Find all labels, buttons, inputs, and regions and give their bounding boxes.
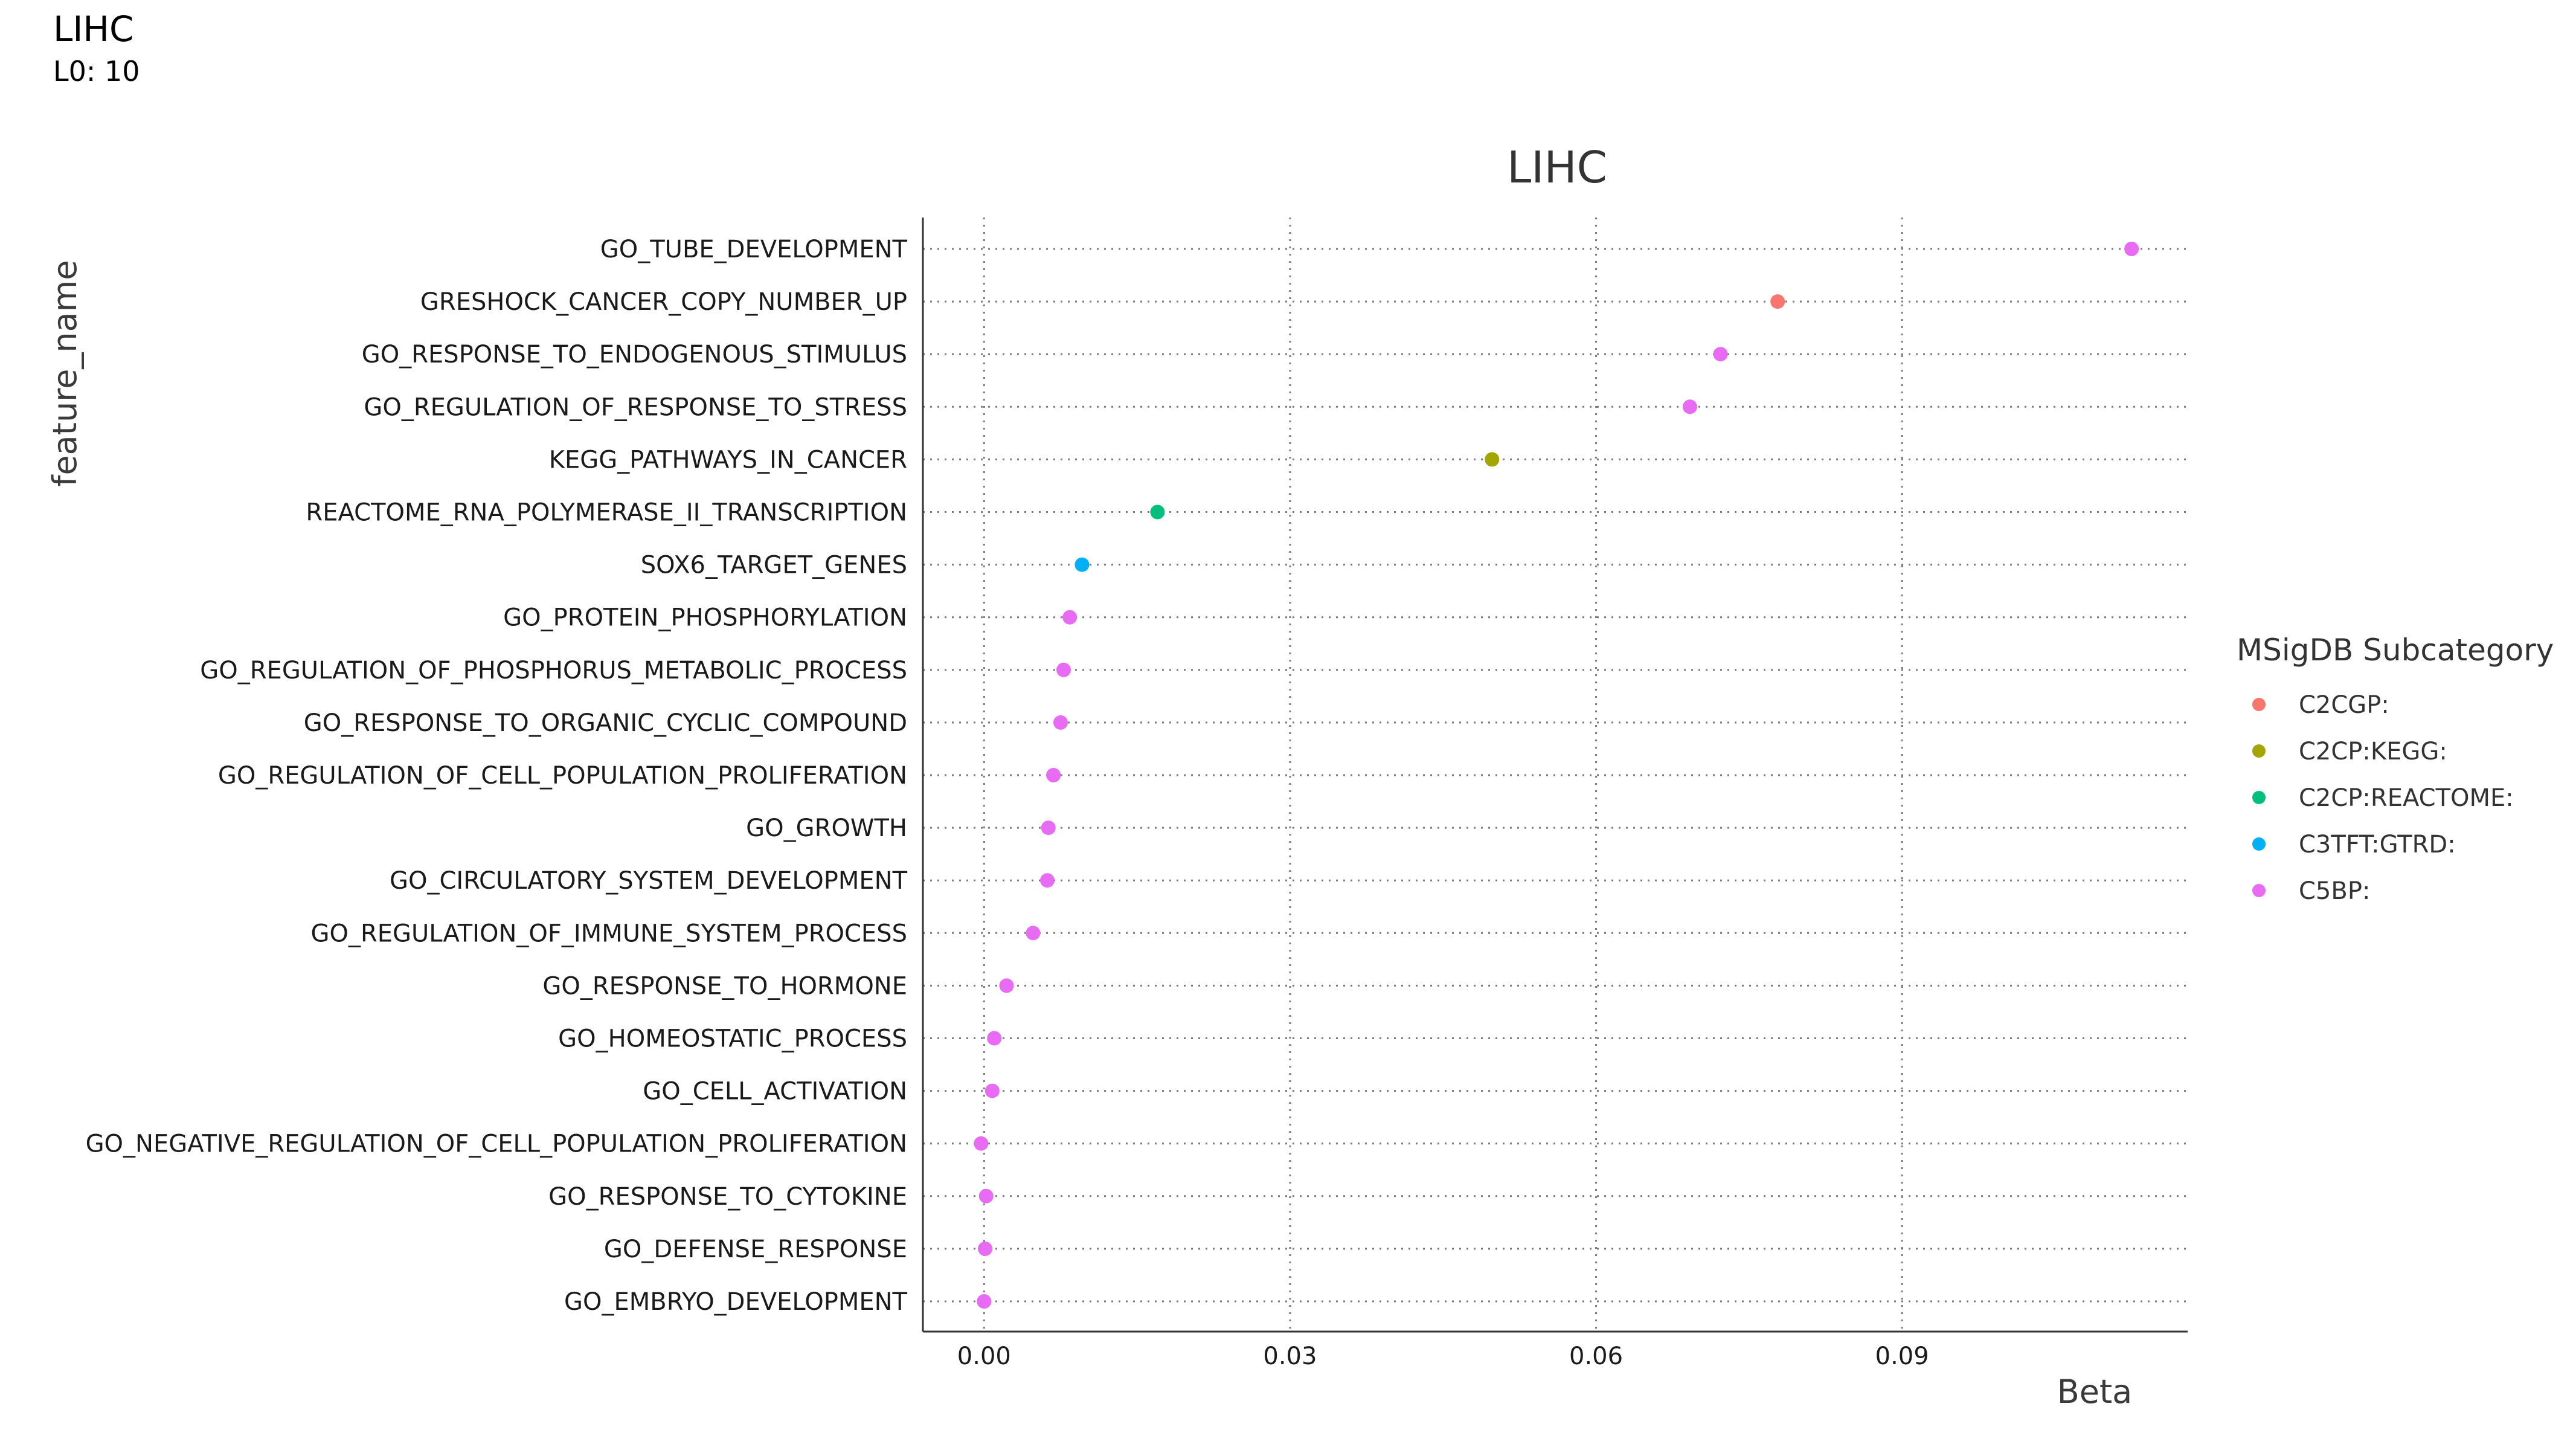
data-point bbox=[1713, 347, 1728, 362]
data-point bbox=[978, 1241, 993, 1256]
y-tick-labels: GO_TUBE_DEVELOPMENT GRESHOCK_CANCER_COPY_… bbox=[86, 236, 908, 1316]
data-points bbox=[974, 242, 2139, 1309]
x-axis-title: Beta bbox=[2057, 1373, 2133, 1411]
data-point bbox=[1046, 768, 1061, 782]
data-point bbox=[1074, 557, 1090, 572]
y-tick-label: GO_TUBE_DEVELOPMENT bbox=[600, 236, 908, 263]
data-point bbox=[1026, 926, 1041, 941]
y-tick-label: GO_RESPONSE_TO_ORGANIC_CYCLIC_COMPOUND bbox=[304, 709, 907, 737]
data-point bbox=[1062, 610, 1078, 625]
data-point bbox=[1485, 452, 1500, 467]
data-point bbox=[1056, 662, 1071, 677]
legend-key bbox=[2252, 791, 2266, 804]
axes bbox=[922, 218, 2188, 1333]
y-tick-label: GO_HOMEOSTATIC_PROCESS bbox=[558, 1025, 907, 1053]
legend: MSigDB Subcategory C2CGP: C2CP:KEGG: C2CP:… bbox=[2237, 633, 2554, 905]
grid-lines bbox=[923, 218, 2188, 1332]
y-tick-label: KEGG_PATHWAYS_IN_CANCER bbox=[549, 446, 907, 474]
y-tick-label: GO_REGULATION_OF_CELL_POPULATION_PROLIFE… bbox=[218, 762, 907, 790]
legend-key bbox=[2252, 884, 2266, 897]
y-tick-label: GO_EMBRYO_DEVELOPMENT bbox=[564, 1288, 908, 1316]
page-header: LIHC L0: 10 bbox=[53, 5, 140, 89]
y-tick-label: GO_PROTEIN_PHOSPHORYLATION bbox=[503, 604, 907, 632]
data-point bbox=[1040, 873, 1055, 888]
legend-key bbox=[2252, 837, 2266, 851]
legend-label: C3TFT:GTRD: bbox=[2299, 831, 2456, 859]
data-point bbox=[1682, 399, 1697, 414]
legend-title: MSigDB Subcategory bbox=[2237, 633, 2554, 668]
y-tick-label: GO_RESPONSE_TO_ENDOGENOUS_STIMULUS bbox=[362, 341, 907, 369]
legend-label: C5BP: bbox=[2299, 877, 2370, 905]
y-axis-title: feature_name bbox=[46, 260, 84, 486]
y-tick-label: GO_GROWTH bbox=[746, 814, 907, 842]
y-tick-label: GRESHOCK_CANCER_COPY_NUMBER_UP bbox=[420, 288, 907, 316]
y-tick-label: SOX6_TARGET_GENES bbox=[641, 552, 907, 579]
legend-label: C2CP:KEGG: bbox=[2299, 738, 2447, 765]
data-point bbox=[2124, 242, 2139, 256]
y-tick-label: GO_RESPONSE_TO_HORMONE bbox=[542, 972, 907, 1000]
y-tick-label: GO_REGULATION_OF_RESPONSE_TO_STRESS bbox=[364, 393, 907, 421]
data-point bbox=[977, 1294, 992, 1309]
legend-key bbox=[2252, 744, 2266, 758]
data-point bbox=[984, 1083, 1000, 1098]
data-point bbox=[1041, 820, 1056, 836]
y-tick-label: GO_CIRCULATORY_SYSTEM_DEVELOPMENT bbox=[390, 867, 908, 895]
x-tick-labels: 0.00 0.03 0.06 0.09 bbox=[957, 1342, 1929, 1370]
data-point bbox=[1770, 294, 1785, 309]
data-point bbox=[978, 1188, 994, 1204]
legend-label: C2CP:REACTOME: bbox=[2299, 784, 2514, 812]
x-tick-label: 0.06 bbox=[1569, 1342, 1623, 1370]
data-point bbox=[987, 1031, 1002, 1046]
chart-title: LIHC bbox=[1507, 142, 1607, 193]
page-title: LIHC bbox=[53, 8, 134, 50]
x-tick-label: 0.00 bbox=[957, 1342, 1011, 1370]
data-point bbox=[974, 1136, 989, 1151]
data-point bbox=[999, 978, 1014, 993]
data-point bbox=[1053, 715, 1068, 730]
data-point bbox=[1150, 504, 1165, 520]
x-tick-label: 0.03 bbox=[1263, 1342, 1317, 1370]
legend-label: C2CGP: bbox=[2299, 691, 2389, 719]
y-tick-label: GO_DEFENSE_RESPONSE bbox=[604, 1236, 907, 1263]
y-tick-label: GO_REGULATION_OF_PHOSPHORUS_METABOLIC_PR… bbox=[200, 657, 907, 685]
y-tick-label: GO_REGULATION_OF_IMMUNE_SYSTEM_PROCESS bbox=[310, 920, 907, 947]
legend-key bbox=[2252, 698, 2266, 711]
y-tick-label: GO_CELL_ACTIVATION bbox=[643, 1078, 907, 1106]
x-tick-label: 0.09 bbox=[1875, 1342, 1929, 1370]
y-tick-label: GO_NEGATIVE_REGULATION_OF_CELL_POPULATIO… bbox=[86, 1130, 907, 1158]
y-tick-label: REACTOME_RNA_POLYMERASE_II_TRANSCRIPTION bbox=[306, 499, 907, 527]
page-subtitle: L0: 10 bbox=[53, 55, 140, 88]
y-tick-label: GO_RESPONSE_TO_CYTOKINE bbox=[548, 1183, 907, 1211]
